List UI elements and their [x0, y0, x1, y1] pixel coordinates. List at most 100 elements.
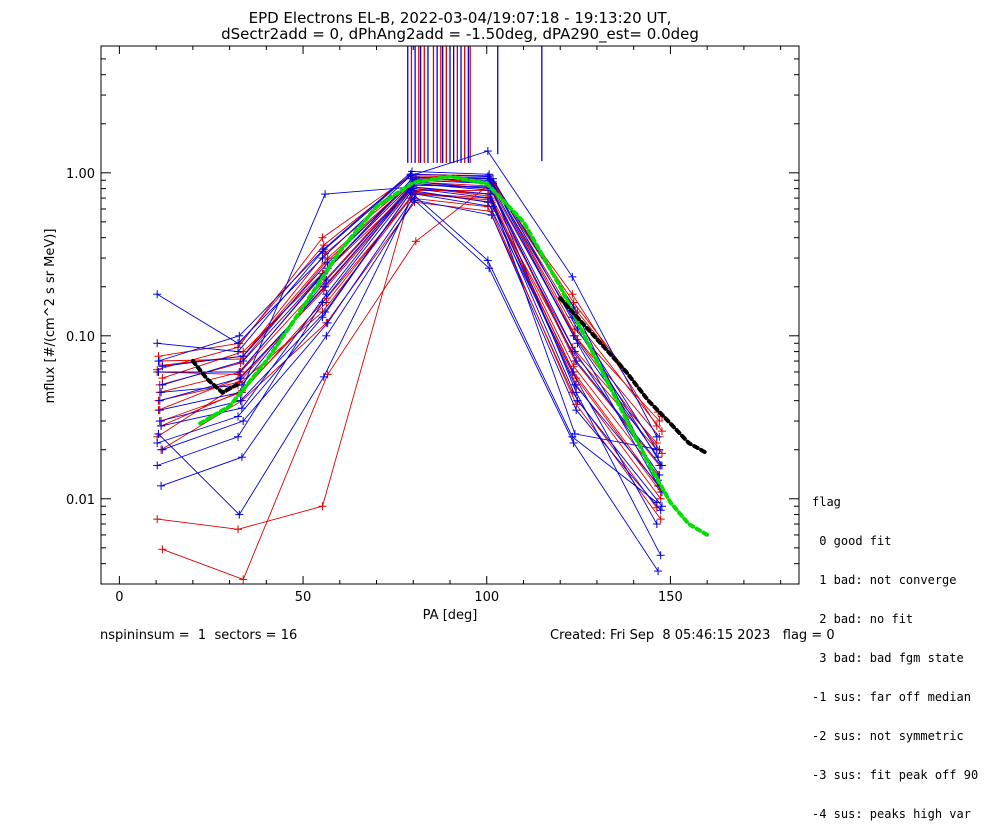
blue-series-point	[158, 445, 167, 454]
blue-series-point	[655, 445, 664, 454]
flag-legend-item: -2 sus: not symmetric	[812, 729, 964, 743]
blue-series-point	[239, 417, 248, 426]
blue-series-point	[572, 406, 581, 415]
blue-series-line	[161, 181, 662, 556]
red-series-point	[239, 575, 248, 584]
red-series-point	[153, 515, 162, 524]
blue-series-point	[155, 406, 164, 415]
fit-curve-black	[190, 359, 239, 395]
blue-series-point	[486, 190, 495, 199]
blue-series-point	[570, 347, 579, 356]
x-tick-label: 0	[115, 590, 123, 605]
y-tick-label: 1.00	[66, 167, 95, 182]
blue-series-point	[410, 196, 419, 205]
blue-series-point	[488, 174, 497, 183]
red-series-point	[158, 545, 167, 554]
red-series-point	[657, 427, 666, 436]
blue-series-point	[237, 453, 246, 462]
blue-series-point	[572, 357, 581, 366]
blue-series-point	[573, 339, 582, 348]
flag-legend-item: 3 bad: bad fgm state	[812, 651, 964, 665]
blue-series-point	[483, 198, 492, 207]
red-series-point	[158, 374, 167, 383]
flag-legend-item: 0 good fit	[812, 534, 892, 548]
blue-series-point	[321, 190, 330, 199]
y-axis-label: mflux [#/(cm^2 s sr MeV)]	[43, 229, 58, 404]
blue-series-point	[234, 412, 243, 421]
flag-legend: flag 0 good fit 1 bad: not converge 2 ba…	[812, 470, 978, 834]
y-tick-label: 0.01	[66, 493, 95, 508]
blue-series-line	[157, 173, 658, 450]
red-series-point	[411, 237, 420, 246]
blue-series-point	[234, 347, 243, 356]
blue-series-point	[570, 380, 579, 389]
red-series-point	[234, 525, 243, 534]
blue-series-line	[162, 176, 663, 466]
blue-series-point	[652, 432, 661, 441]
blue-series-point	[323, 318, 332, 327]
blue-series-point	[154, 367, 163, 376]
flag-legend-item: -4 sus: peaks high var	[812, 807, 971, 821]
blue-series-point	[568, 272, 577, 281]
red-series-point	[655, 417, 664, 426]
flag-legend-heading: flag	[812, 495, 841, 509]
footer-left: nspininsum = 1 sectors = 16	[100, 628, 298, 643]
blue-series-line	[160, 199, 662, 511]
y-tick-label: 0.10	[66, 330, 95, 345]
blue-series-point	[321, 307, 330, 316]
chart-title-line1: EPD Electrons EL-B, 2022-03-04/19:07:18 …	[248, 9, 672, 27]
blue-series-point	[485, 170, 494, 179]
red-series-line	[160, 201, 662, 520]
blue-series-point	[239, 352, 248, 361]
blue-series-point	[411, 173, 420, 182]
blue-series-line	[158, 178, 659, 458]
blue-series-point	[234, 339, 243, 348]
red-series-point	[656, 494, 665, 503]
blue-series-point	[153, 290, 162, 299]
flag-legend-item: -3 sus: fit peak off 90	[812, 768, 979, 782]
blue-series-point	[568, 432, 577, 441]
blue-series-point	[319, 372, 328, 381]
red-series-point	[568, 290, 577, 299]
blue-series-point	[235, 367, 244, 376]
blue-series-point	[155, 417, 164, 426]
blue-series-point	[322, 331, 331, 340]
blue-series-point	[236, 396, 245, 405]
flag-legend-item: -1 sus: far off median	[812, 690, 971, 704]
blue-series-point	[322, 290, 331, 299]
blue-series-point	[157, 388, 166, 397]
blue-series-point	[322, 275, 331, 284]
blue-series-point	[321, 282, 330, 291]
blue-series-point	[318, 313, 327, 322]
blue-series-point	[158, 362, 167, 371]
blue-series-point	[483, 256, 492, 265]
blue-series-point	[652, 498, 661, 507]
flag-legend-item: 1 bad: not converge	[812, 573, 957, 587]
blue-series-point	[157, 481, 166, 490]
x-axis-label: PA [deg]	[423, 608, 478, 623]
red-series-point	[318, 502, 327, 511]
blue-series-point	[656, 506, 665, 515]
blue-series-point	[153, 339, 162, 348]
blue-series-point	[483, 147, 492, 156]
chart-title-line2: dSectr2add = 0, dPhAng2add = -1.50deg, d…	[221, 25, 699, 43]
blue-series-point	[234, 432, 243, 441]
blue-series-point	[318, 247, 327, 256]
blue-series-point	[657, 461, 666, 470]
blue-series-point	[154, 357, 163, 366]
blue-series-point	[158, 380, 167, 389]
blue-series-point	[153, 461, 162, 470]
blue-series-point	[569, 438, 578, 447]
blue-series-point	[235, 331, 244, 340]
blue-series-point	[572, 388, 581, 397]
red-series-line	[156, 197, 658, 509]
chart-svg: 0 50 100 150 0.01 0.10 1.00 PA [deg] mflux [#/…	[43, 45, 800, 623]
red-series-point	[652, 421, 661, 430]
blue-series-point	[235, 510, 244, 519]
blue-series-line	[159, 186, 660, 451]
fit-curve-black	[558, 296, 710, 456]
blue-series-point	[319, 245, 328, 254]
blue-series-point	[407, 167, 416, 176]
blue-series-point	[654, 567, 663, 576]
blue-series-point	[157, 421, 166, 430]
